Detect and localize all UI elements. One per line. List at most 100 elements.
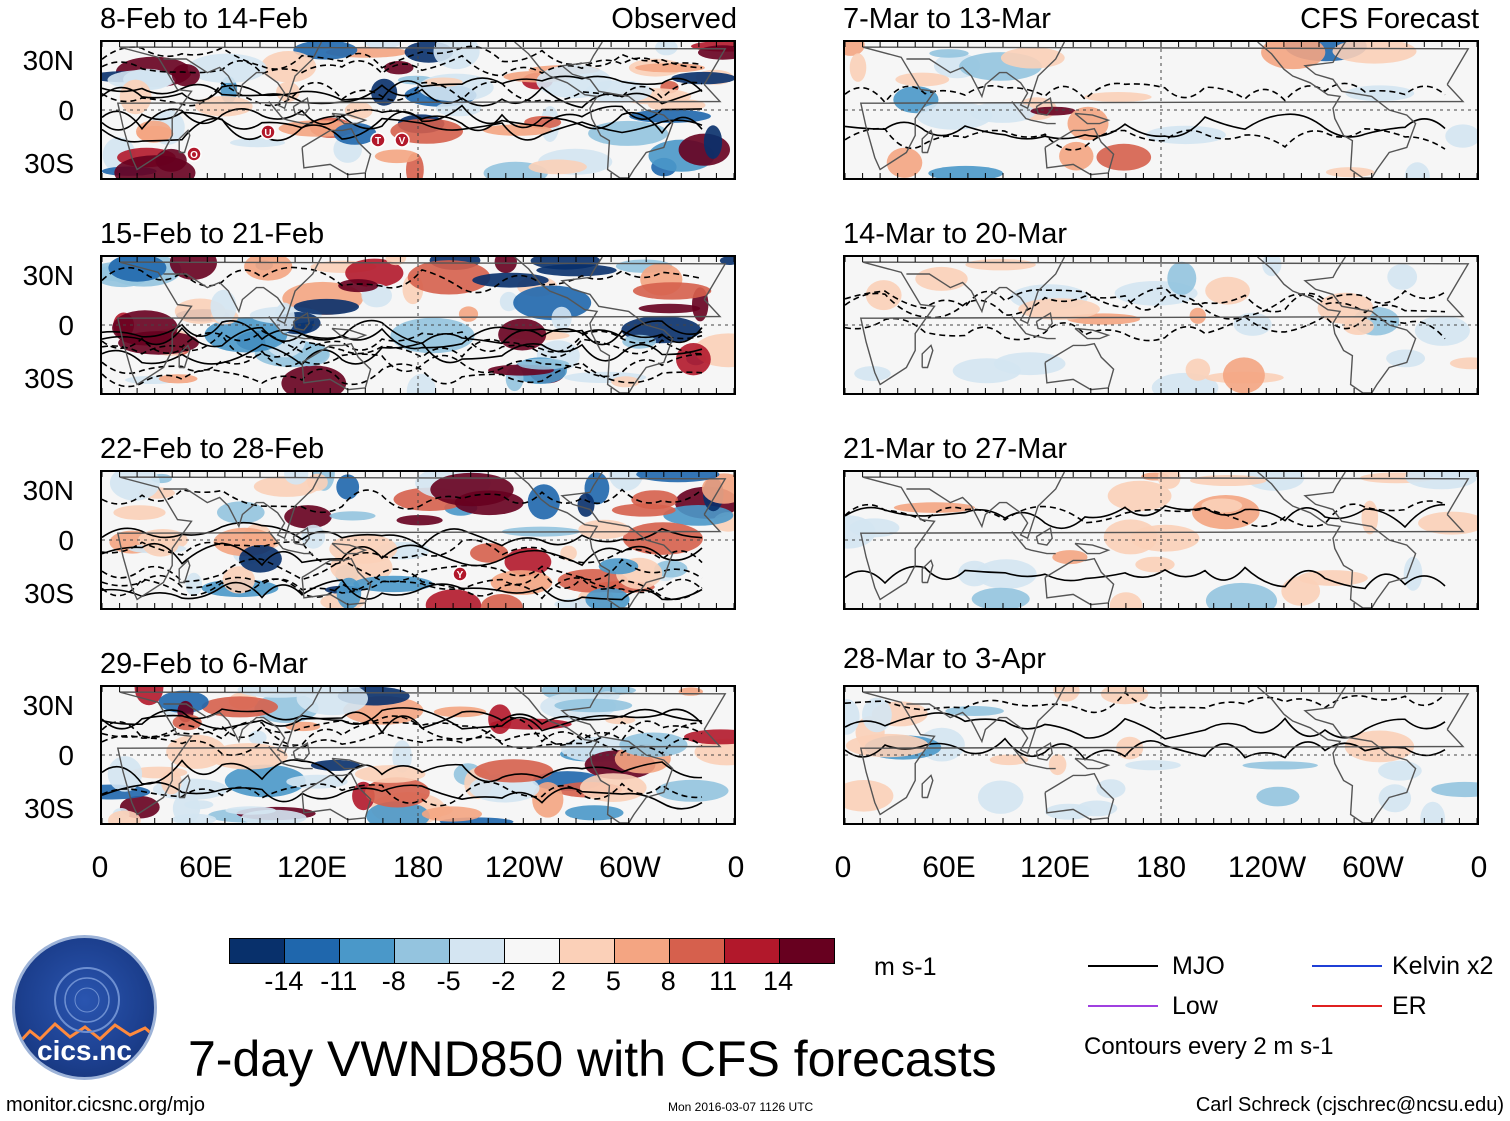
wind-anomaly-patch xyxy=(1190,475,1267,486)
mjo-contour xyxy=(102,266,703,294)
lon-label: 0 xyxy=(834,851,852,884)
wind-anomaly-patch xyxy=(694,738,734,766)
mjo-contour xyxy=(102,488,703,514)
svg-text:O: O xyxy=(190,150,198,161)
wind-anomaly-patch xyxy=(336,577,362,608)
wind-anomaly-patch xyxy=(1233,312,1272,336)
lat-label: 0 xyxy=(58,95,74,126)
wind-anomaly-patch xyxy=(845,780,894,812)
lon-label: 120E xyxy=(276,851,348,884)
wind-anomaly-patch xyxy=(608,472,644,491)
wind-anomaly-patch xyxy=(1167,261,1197,295)
coastline xyxy=(292,741,310,761)
coastline xyxy=(301,342,372,391)
wind-anomaly-patch xyxy=(895,72,950,87)
wind-anomaly-patch xyxy=(916,101,993,130)
wind-anomaly-patch xyxy=(975,559,1037,589)
wind-anomaly-patch xyxy=(1107,480,1172,512)
wind-anomaly-patch xyxy=(1096,779,1126,799)
wind-anomaly-patch xyxy=(684,729,734,745)
lon-label: 180 xyxy=(1135,851,1187,884)
wind-anomaly-patch xyxy=(1332,42,1417,64)
wind-anomaly-patch xyxy=(886,147,923,178)
coastline xyxy=(514,42,674,178)
map-panel-7 xyxy=(100,685,736,825)
svg-text:V: V xyxy=(399,136,406,147)
wind-anomaly-patch xyxy=(845,42,865,56)
mjo-contour xyxy=(102,54,703,77)
page-title: 7-day VWND850 with CFS forecasts xyxy=(188,1031,997,1087)
wind-anomaly-patch xyxy=(536,264,617,277)
wind-anomaly-patch xyxy=(1125,760,1181,771)
wind-anomaly-patch xyxy=(396,515,443,526)
mjo-contour xyxy=(845,503,1446,530)
map-canvas: Y xyxy=(102,472,734,608)
wind-anomaly-patch xyxy=(635,63,705,73)
mjo-contour xyxy=(845,565,1446,590)
wind-anomaly-patch xyxy=(536,65,612,99)
mjo-contour xyxy=(102,731,703,756)
wind-anomaly-patch xyxy=(407,260,491,295)
wind-anomaly-patch xyxy=(632,282,712,300)
wind-anomaly-patch xyxy=(1262,257,1282,277)
coastline xyxy=(1044,127,1115,176)
coastline xyxy=(163,42,323,110)
wind-anomaly-patch xyxy=(577,493,595,517)
colorbar-swatch xyxy=(450,939,505,963)
wind-anomaly-patch xyxy=(1414,315,1470,346)
mjo-contour xyxy=(102,326,703,350)
wind-anomaly-patch xyxy=(703,125,723,159)
wind-anomaly-patch xyxy=(1445,124,1477,148)
mjo-contour xyxy=(102,568,703,594)
contour-note: Contours every 2 m s-1 xyxy=(1084,1033,1334,1060)
wind-anomaly-patch xyxy=(611,503,676,517)
legend-label-mjo: MJO xyxy=(1172,952,1225,980)
map-panel-6 xyxy=(843,470,1479,610)
wind-anomaly-patch xyxy=(499,291,518,312)
legend-line-low xyxy=(1088,1005,1158,1007)
coastline xyxy=(116,476,727,601)
wind-anomaly-patch xyxy=(307,473,328,491)
lon-label: 60E xyxy=(179,851,233,884)
lat-label: 30N xyxy=(22,260,74,291)
logo-text: cics.nc xyxy=(37,1035,132,1066)
coastline xyxy=(163,472,323,540)
svg-text:Y: Y xyxy=(457,570,464,581)
coastline xyxy=(906,472,1066,540)
wind-anomaly-patch xyxy=(185,572,203,596)
wind-anomaly-patch xyxy=(109,472,160,501)
wind-anomaly-patch xyxy=(854,366,891,382)
wind-anomaly-patch xyxy=(1185,358,1211,381)
lon-label: 120W xyxy=(1227,851,1307,884)
map-panel-1: O U T V xyxy=(100,40,736,180)
wind-anomaly-patch xyxy=(366,801,430,823)
footer-timestamp: Mon 2016-03-07 1126 UTC xyxy=(668,1100,814,1114)
mjo-contour xyxy=(102,75,703,101)
colorbar-units: m s-1 xyxy=(874,953,937,981)
coastline xyxy=(178,559,191,584)
wind-anomaly-patch xyxy=(107,756,143,792)
wind-anomaly-patch xyxy=(1130,524,1200,552)
wind-anomaly-patch xyxy=(622,522,703,555)
coastline xyxy=(178,344,191,369)
wind-anomaly-patch xyxy=(1205,582,1278,608)
footer-url[interactable]: monitor.cicsnc.org/mjo xyxy=(6,1094,205,1116)
coastline xyxy=(292,96,310,116)
coastline xyxy=(921,344,934,369)
mjo-contour xyxy=(845,691,1446,714)
wind-anomaly-patch xyxy=(656,779,729,802)
coastline xyxy=(1011,531,1056,555)
map-canvas xyxy=(102,257,734,393)
wind-anomaly-patch xyxy=(1109,592,1143,608)
mjo-contour xyxy=(102,84,703,109)
colorbar-label: -5 xyxy=(436,966,461,996)
panel-title: 8-Feb to 14-Feb xyxy=(100,3,308,35)
colorbar-label: -8 xyxy=(381,966,406,996)
mjo-contour xyxy=(845,82,1446,104)
wind-anomaly-patch xyxy=(1386,349,1426,368)
panel-title: 28-Mar to 3-Apr xyxy=(843,643,1047,675)
map-canvas xyxy=(102,687,734,823)
panel-title: 7-Mar to 13-Mar xyxy=(843,3,1051,35)
map-canvas xyxy=(845,257,1477,393)
lon-label: 0 xyxy=(1470,851,1488,884)
